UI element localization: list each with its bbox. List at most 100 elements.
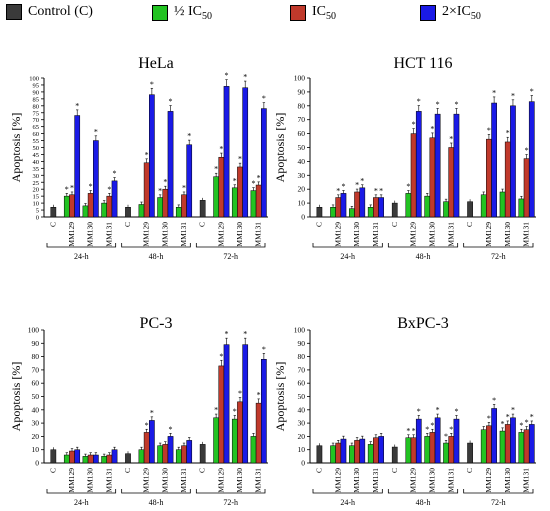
y-tick-label: 45: [33, 152, 40, 159]
bar: [405, 193, 412, 218]
x-tick-label: MM129: [409, 222, 418, 247]
x-tick-label: C: [314, 468, 323, 473]
time-group-label: 48-h: [416, 252, 431, 261]
y-tick-label: 50: [298, 392, 306, 401]
significance-star: *: [430, 421, 434, 430]
significance-star: *: [150, 408, 154, 417]
bar: [424, 436, 431, 464]
bar: [242, 87, 249, 218]
bar: [82, 205, 89, 218]
x-tick-label: MM129: [333, 222, 342, 247]
bar-control: [125, 207, 131, 218]
bar: [101, 456, 107, 464]
legend-label: IC50: [312, 4, 336, 22]
x-tick-label: C: [314, 222, 323, 227]
y-tick-label: 90: [298, 339, 306, 348]
bar: [330, 207, 336, 218]
legend-swatch: [6, 4, 22, 20]
y-tick-label: 100: [28, 326, 40, 335]
y-tick-label: 90: [32, 339, 40, 348]
bar: [373, 437, 379, 464]
bar: [359, 438, 366, 464]
bar-control: [125, 453, 131, 464]
significance-star: *: [75, 101, 79, 110]
significance-star: *: [107, 185, 111, 194]
bar: [175, 449, 182, 464]
chart-title: BxPC-3: [397, 315, 449, 332]
x-tick-label: MM130: [352, 468, 361, 493]
significance-star: *: [233, 176, 237, 185]
bar: [434, 113, 441, 218]
x-tick-label: C: [198, 222, 207, 227]
bar: [213, 417, 219, 464]
bar: [486, 425, 492, 464]
bar: [231, 187, 238, 218]
legend-item: 2×IC50: [420, 4, 481, 22]
group-bracket: [463, 489, 534, 494]
group-bracket: [387, 243, 459, 248]
x-tick-label: MM129: [67, 222, 76, 247]
bar: [149, 94, 155, 218]
bar-control: [199, 444, 206, 464]
bar: [111, 180, 118, 218]
x-tick-label: C: [390, 222, 399, 227]
bar: [453, 418, 460, 464]
y-tick-label: 0: [35, 459, 39, 468]
bar: [340, 193, 347, 218]
bar: [510, 417, 516, 464]
legend-item: IC50: [290, 4, 336, 22]
bar: [434, 417, 441, 464]
significance-star: *: [492, 88, 496, 97]
significance-star: *: [406, 426, 410, 435]
y-tick-label: 5: [36, 208, 39, 215]
bar: [415, 418, 422, 464]
bar: [87, 454, 94, 464]
x-tick-label: MM130: [86, 468, 95, 493]
bar: [335, 442, 342, 464]
bar: [138, 449, 145, 464]
time-group-label: 72-h: [491, 252, 506, 261]
bar-control: [391, 446, 398, 464]
bar: [93, 140, 99, 218]
bar: [491, 408, 497, 464]
bar: [335, 197, 342, 218]
x-tick-label: MM131: [104, 468, 113, 493]
bar: [143, 432, 150, 464]
legend-item: ½ IC50: [152, 4, 212, 22]
bar: [349, 445, 355, 464]
group-bracket: [463, 243, 534, 248]
significance-star: *: [169, 425, 173, 434]
significance-star: *: [238, 389, 242, 398]
x-tick-label: MM130: [352, 222, 361, 247]
group-bracket: [46, 489, 117, 494]
significance-star: *: [163, 178, 167, 187]
significance-star: *: [158, 186, 162, 195]
bar: [162, 188, 169, 218]
time-group-label: 48-h: [149, 252, 164, 261]
y-tick-label: 70: [32, 365, 40, 374]
y-tick-label: 60: [298, 129, 306, 138]
bar: [491, 102, 497, 218]
bar: [429, 137, 436, 218]
bar-control: [199, 200, 206, 218]
significance-star: *: [412, 120, 416, 129]
legend-swatch: [290, 4, 306, 21]
y-tick-label: 20: [298, 185, 306, 194]
significance-star: *: [374, 186, 378, 195]
significance-star: *: [417, 97, 421, 106]
significance-star: *: [530, 412, 534, 421]
legend-swatch: [420, 4, 436, 21]
bar: [405, 437, 412, 464]
group-bracket: [121, 489, 191, 494]
significance-star: *: [65, 185, 69, 194]
significance-star: *: [530, 87, 534, 96]
bar: [499, 191, 506, 218]
y-tick-label: 40: [33, 159, 40, 166]
significance-star: *: [251, 179, 255, 188]
significance-star: *: [501, 419, 505, 428]
group-bracket: [387, 489, 459, 494]
bar-control: [50, 207, 57, 218]
y-tick-label: 65: [33, 124, 40, 131]
y-tick-label: 60: [32, 379, 40, 388]
y-axis-label: Apoptosis [%]: [273, 362, 287, 432]
